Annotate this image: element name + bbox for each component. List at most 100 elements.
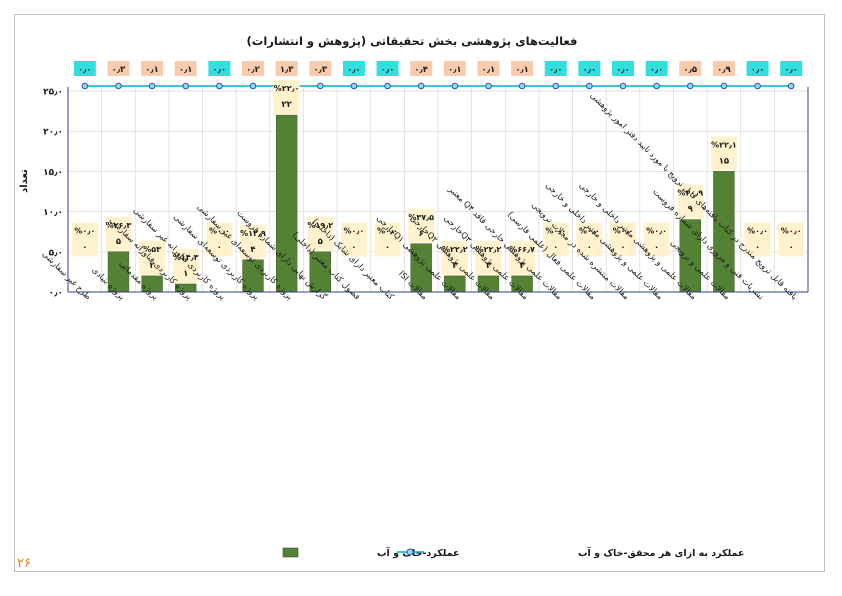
line-value-label: ۰٫۰ bbox=[751, 65, 765, 75]
y-tick-label: ۰٫۰ bbox=[49, 289, 63, 299]
line-value-label: ۰٫۰ bbox=[347, 65, 361, 75]
labels-layer: %۰٫۰۰%۲۶٫۳۵%۵۳۲%۱۴٫۳۱%۰٫۰۰%۱۲٫۹۴%۲۲٫۰۲۲%… bbox=[71, 80, 805, 283]
bars-layer bbox=[107, 114, 735, 293]
line-value-box bbox=[544, 61, 567, 76]
legend: عملکرد-خاک و آب عملکرد به ازای هر محقق-خ… bbox=[282, 546, 744, 559]
line-value-box bbox=[477, 61, 500, 76]
line-point bbox=[316, 82, 324, 90]
y-tick-label: ۵٫۰ bbox=[49, 248, 63, 258]
line-value-label: ۰٫۱ bbox=[179, 65, 193, 75]
line-value-box bbox=[242, 61, 264, 76]
bar-percent-label: %۰٫۰ bbox=[613, 226, 634, 235]
bar-label-box bbox=[139, 240, 166, 275]
line-value-label: ۰٫۳ bbox=[112, 65, 126, 75]
line-value-box bbox=[410, 61, 433, 76]
bar-percent-label: %۰٫۰ bbox=[781, 226, 802, 235]
bar-label-box bbox=[441, 240, 468, 275]
line-value-label: ۰٫۳ bbox=[313, 65, 327, 75]
line-value-label: ۰٫۰ bbox=[650, 65, 664, 75]
bar-value-label: ۲۲ bbox=[281, 100, 292, 110]
line-point bbox=[115, 82, 122, 90]
bar-value-label: ۰ bbox=[553, 242, 558, 252]
page-frame bbox=[14, 14, 825, 572]
line-value-label: ۰٫۲ bbox=[246, 65, 260, 75]
bar-label-box bbox=[610, 222, 636, 257]
bar-percent-label: %۰٫۰ bbox=[344, 226, 365, 235]
line-value-box bbox=[612, 61, 634, 76]
line-point bbox=[384, 82, 391, 90]
bar-value-label: ۶ bbox=[419, 229, 424, 239]
bar-percent-label: %۵۳ bbox=[143, 245, 161, 254]
bar-label-box bbox=[240, 224, 266, 259]
legend-bar-swatch bbox=[282, 547, 299, 558]
bar-label-box bbox=[576, 222, 603, 257]
bar-percent-label: %۰٫۰ bbox=[747, 226, 768, 235]
bar-value-label: ۰ bbox=[587, 242, 592, 252]
line-point bbox=[216, 82, 223, 90]
bar-value-label: ۲ bbox=[519, 261, 525, 271]
line-point bbox=[686, 82, 694, 90]
line-value-label: ۰٫۰ bbox=[549, 65, 563, 75]
bar-label-box bbox=[340, 222, 367, 257]
line-value-box bbox=[376, 61, 399, 76]
line-point bbox=[81, 82, 89, 90]
bar-percent-label: %۱۲٫۹ bbox=[240, 229, 266, 238]
line-value-box bbox=[141, 61, 164, 76]
bar-value-label: ۹ bbox=[688, 205, 694, 215]
line-point bbox=[720, 82, 728, 90]
line-point bbox=[249, 82, 257, 90]
line-point bbox=[552, 82, 560, 90]
y-tick-label: ۲۰٫۰ bbox=[43, 128, 63, 138]
bar-percent-label: %۲۲٫۰ bbox=[274, 84, 300, 93]
y-axis-label: تعداد bbox=[19, 169, 30, 193]
bar-label-box bbox=[408, 208, 435, 243]
legend-line-marker bbox=[406, 548, 414, 556]
line-value-label: ۰٫۰ bbox=[213, 65, 227, 75]
y-tick-label: ۲۵٫۰ bbox=[43, 88, 63, 98]
bar-label-box bbox=[307, 216, 334, 251]
chart-title: فعالیت‌های پژوهشی بخش تحقیقاتی (پژوهش و … bbox=[247, 34, 578, 49]
bar-value-label: ۲ bbox=[486, 261, 492, 271]
bar-percent-label: %۳۷٫۵ bbox=[408, 213, 434, 222]
bar-value-label: ۰ bbox=[217, 242, 222, 252]
line-point bbox=[754, 82, 761, 90]
bar-percent-label: %۰٫۰ bbox=[579, 226, 600, 235]
line-value-box bbox=[645, 61, 668, 76]
bar-label-box bbox=[206, 222, 233, 257]
line-value-box bbox=[107, 61, 130, 76]
line-value-label: ۰٫۰ bbox=[381, 65, 395, 75]
line-value-box bbox=[712, 61, 735, 76]
line-point bbox=[350, 82, 358, 90]
bar-value-label: ۰ bbox=[351, 242, 356, 252]
line-value-label: ۰٫۴ bbox=[414, 65, 428, 75]
line-value-box bbox=[511, 61, 534, 76]
line-point bbox=[485, 82, 492, 90]
line-value-label: ۰٫۰ bbox=[78, 65, 92, 75]
bar-label-box bbox=[677, 184, 704, 219]
line-value-label: ۰٫۹ bbox=[717, 65, 731, 75]
bar-label-box bbox=[778, 222, 805, 257]
bar-percent-label: %۱۴٫۳ bbox=[173, 253, 199, 262]
page-number: ۲۶ bbox=[17, 556, 31, 571]
bar-label-box bbox=[542, 222, 569, 257]
line-point bbox=[148, 82, 156, 90]
bar-value-label: ۰ bbox=[755, 242, 760, 252]
bar-value-label: ۲ bbox=[452, 261, 458, 271]
bar-label-box bbox=[374, 222, 401, 257]
line-value-label: ۰٫۰ bbox=[784, 65, 798, 75]
bar-value-label: ۵ bbox=[116, 237, 121, 247]
bar-percent-label: %۰٫۰ bbox=[646, 226, 667, 235]
line-point bbox=[182, 82, 190, 90]
bar-value-label: ۰ bbox=[620, 242, 625, 252]
line-value-box bbox=[679, 61, 702, 76]
line-value-box bbox=[342, 61, 365, 76]
line-value-label: ۰٫۱ bbox=[515, 65, 529, 75]
line-value-label: ۰٫۱ bbox=[448, 65, 462, 75]
grid-layer bbox=[67, 87, 809, 293]
bar-percent-label: %۲۰٫۹ bbox=[677, 189, 703, 198]
line-value-box bbox=[174, 61, 197, 76]
line-point bbox=[451, 82, 459, 90]
bar-percent-label: %۱۹٫۲ bbox=[307, 221, 333, 230]
bar-label-box bbox=[509, 240, 536, 275]
line-value-box bbox=[443, 61, 466, 76]
